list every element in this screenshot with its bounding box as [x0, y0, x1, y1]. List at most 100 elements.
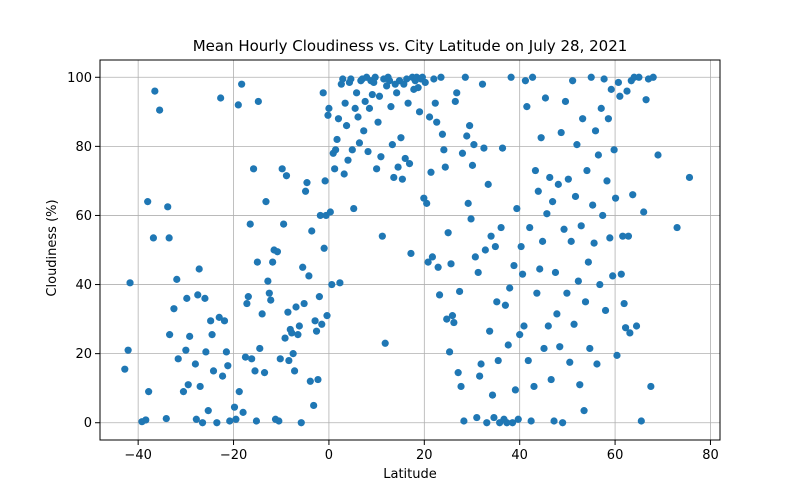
data-point: [569, 77, 577, 85]
data-point: [430, 75, 438, 83]
data-point: [341, 99, 349, 107]
data-point: [373, 165, 381, 173]
data-point: [196, 382, 204, 391]
data-point: [365, 104, 374, 112]
data-point: [640, 208, 648, 216]
data-point: [444, 229, 452, 237]
data-point: [339, 75, 347, 83]
data-point: [239, 408, 247, 416]
data-point: [423, 199, 431, 207]
data-point: [451, 97, 459, 106]
data-point: [305, 272, 313, 280]
data-point: [374, 118, 382, 126]
data-point: [573, 141, 581, 149]
data-point: [290, 367, 299, 375]
data-point: [360, 127, 368, 135]
data-point: [174, 355, 182, 363]
data-point: [267, 296, 275, 304]
data-point: [613, 351, 621, 359]
data-point: [195, 265, 203, 273]
data-point: [312, 327, 321, 335]
data-point: [281, 334, 289, 342]
data-point: [594, 151, 602, 159]
x-tick-label: −20: [220, 448, 247, 463]
data-point: [280, 220, 288, 228]
data-point: [351, 104, 359, 112]
data-point: [310, 401, 318, 410]
data-point: [497, 223, 505, 232]
data-point: [186, 332, 194, 340]
data-point: [553, 310, 561, 318]
data-point: [517, 242, 525, 251]
data-point: [607, 85, 615, 93]
data-point: [493, 298, 501, 306]
data-point: [463, 132, 471, 140]
data-point: [217, 94, 225, 102]
data-point: [320, 244, 328, 252]
data-point: [126, 279, 134, 287]
x-tick-label: 80: [702, 448, 719, 463]
data-point: [324, 111, 332, 119]
data-point: [468, 161, 477, 169]
data-point: [617, 270, 625, 278]
data-point: [415, 108, 424, 116]
data-point: [149, 234, 158, 242]
data-point: [445, 348, 454, 356]
data-point: [494, 356, 502, 365]
data-point: [316, 211, 324, 220]
data-point: [166, 331, 174, 339]
data-point: [554, 180, 562, 188]
data-point: [213, 419, 221, 427]
data-point: [587, 73, 595, 81]
data-point: [437, 73, 445, 81]
data-point: [387, 103, 395, 111]
data-point: [297, 419, 305, 427]
data-point: [354, 113, 362, 121]
data-point: [262, 198, 270, 206]
x-tick-label: 40: [511, 448, 528, 463]
data-point: [332, 146, 340, 154]
data-point: [232, 415, 240, 423]
y-tick-label: 20: [75, 347, 92, 362]
data-point: [626, 329, 634, 337]
data-point: [610, 146, 618, 154]
data-point: [390, 173, 398, 182]
data-point: [275, 417, 283, 425]
data-point: [194, 291, 202, 299]
data-point: [467, 215, 475, 223]
data-point: [220, 317, 229, 325]
data-point: [603, 177, 611, 185]
data-point: [209, 367, 218, 375]
data-point: [642, 96, 650, 104]
data-point: [629, 191, 637, 199]
data-point: [470, 141, 478, 149]
data-point: [477, 360, 485, 368]
data-point: [583, 166, 591, 175]
data-point: [215, 313, 223, 321]
data-point: [184, 381, 192, 389]
data-point: [246, 220, 254, 228]
data-point: [318, 320, 326, 328]
data-point: [342, 122, 351, 130]
data-point: [253, 258, 261, 266]
data-point: [518, 270, 527, 278]
data-point: [637, 417, 645, 425]
data-point: [276, 355, 284, 363]
data-point: [476, 372, 484, 380]
data-point: [453, 89, 461, 97]
data-point: [226, 417, 234, 425]
data-point: [490, 413, 498, 422]
data-point: [581, 298, 590, 306]
data-point: [606, 234, 614, 242]
data-point: [265, 289, 273, 297]
data-point: [234, 101, 242, 109]
data-point: [361, 97, 369, 106]
data-point: [204, 407, 212, 415]
data-point: [481, 246, 489, 254]
data-point: [385, 77, 394, 85]
data-point: [375, 92, 384, 100]
data-point: [590, 239, 598, 247]
data-point: [503, 419, 511, 427]
data-point: [170, 305, 178, 313]
data-point: [586, 344, 594, 353]
